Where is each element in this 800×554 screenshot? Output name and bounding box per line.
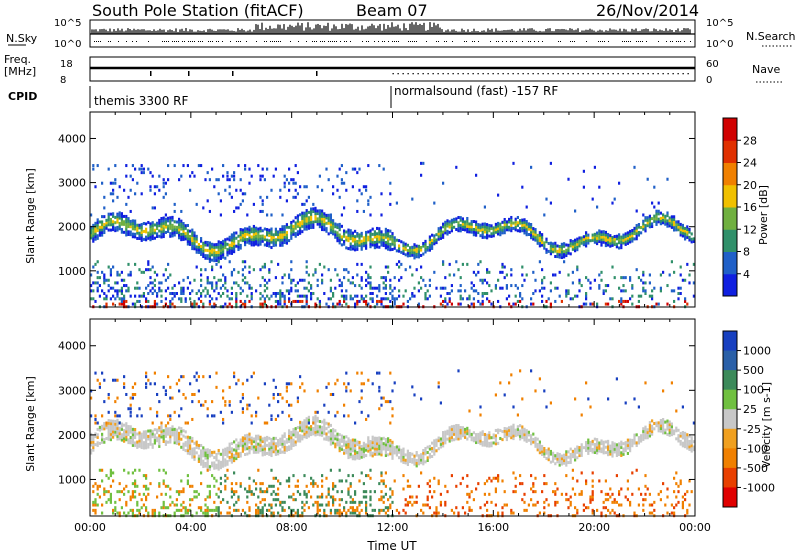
nsky-panel: N.Sky 10^5 10^0 10^5 10^0 N.Search [6,18,796,50]
nsky-label: N.Sky [6,32,38,45]
colorbar-tick: 20 [743,179,757,192]
ytick-label: 3000 [58,177,86,190]
colorbar-tick: 24 [743,157,757,170]
colorbar-swatch [723,448,737,469]
freq-panel: Freq. [MHz] 18 8 60 0 Nave [4,53,782,86]
power-ylabel: Slant Range [km] [24,168,37,264]
freq-unit-label: [MHz] [4,65,36,78]
colorbar-tick: -1000 [743,481,775,494]
velocity-colorbar-label: Velocity [m s-1] [760,382,773,468]
xtick-label: 04:00 [175,521,207,534]
colorbar-swatch [723,487,737,508]
nave-label: Nave [752,63,780,76]
colorbar-swatch [723,389,737,410]
ytick-label: 4000 [58,132,86,145]
colorbar-swatch [723,273,737,297]
xtick-label: 12:00 [377,521,409,534]
xtick-label: 00:00 [74,521,106,534]
beam-label: Beam 07 [356,1,428,20]
colorbar-swatch [723,118,737,141]
power-colorbar: 4 8 12 16 20 24 28 [722,117,757,297]
colorbar-swatch [723,409,737,430]
colorbar-tick: 16 [743,201,757,214]
velocity-colorbar: 1000 500 100 25 -25 -100 -500 -1000 [722,330,775,508]
xtick-label: 20:00 [578,521,610,534]
colorbar-tick: 500 [743,364,764,377]
freq-left-tick-top: 18 [60,59,73,70]
freq-label: Freq. [4,53,31,66]
ytick-label: 1000 [58,265,86,278]
colorbar-swatch [723,428,737,449]
power-heatmap [90,161,695,309]
xtick-label: 16:00 [477,521,509,534]
time-axis-label: Time UT [366,539,417,553]
xtick-label: 08:00 [276,521,308,534]
ytick-label: 1000 [58,473,86,486]
colorbar-swatch [723,467,737,488]
cpid-segment-themis: themis 3300 RF [94,94,188,108]
nsky-right-tick-bottom: 10^0 [706,39,733,50]
colorbar-swatch [723,370,737,391]
colorbar-tick: 100 [743,384,764,397]
cpid-label: CPID [8,90,37,103]
colorbar-tick: 1000 [743,345,771,358]
cpid-segment-normalsound: normalsound (fast) -157 RF [394,84,558,98]
nsearch-label: N.Search [746,30,796,43]
colorbar-swatch [723,229,737,252]
colorbar-tick: 28 [743,134,757,147]
xtick-label: 00:00 [679,521,711,534]
colorbar-swatch [723,140,737,163]
date-label: 26/Nov/2014 [596,1,699,20]
freq-right-tick-bottom: 0 [706,75,712,86]
ytick-label: 2000 [58,221,86,234]
velocity-ylabel: Slant Range [km] [24,376,37,472]
velocity-heatmap [90,369,695,518]
freq-right-tick-top: 60 [706,59,719,70]
colorbar-swatch [723,207,737,230]
colorbar-swatch [723,162,737,186]
colorbar-tick: 12 [743,223,757,236]
colorbar-swatch [723,251,737,275]
colorbar-swatch [723,350,737,371]
colorbar-swatch [723,331,737,352]
power-panel: Slant Range [km] 1000 2000 3000 4000 4 8 12 16… [24,111,770,309]
freq-left-tick-bottom: 8 [60,75,66,86]
cpid-panel: CPID themis 3300 RF normalsound (fast) -… [8,84,558,108]
station-title: South Pole Station (fitACF) [92,1,304,20]
nsky-left-tick-top: 10^5 [54,18,81,29]
ytick-label: 3000 [58,384,86,397]
colorbar-tick: 4 [743,268,750,281]
colorbar-tick: 8 [743,246,750,259]
nsky-right-tick-top: 10^5 [706,18,733,29]
power-colorbar-label: Power [dB] [757,185,770,245]
colorbar-tick: -25 [743,423,761,436]
velocity-panel: Slant Range [km] 1000 2000 3000 4000 00:00 0… [24,318,775,553]
colorbar-swatch [723,184,737,208]
nsky-left-tick-bottom: 10^0 [54,39,81,50]
colorbar-tick: 25 [743,403,757,416]
ytick-label: 4000 [58,340,86,353]
ytick-label: 2000 [58,429,86,442]
colorbar-tick: -500 [743,462,768,475]
colorbar-tick: -100 [743,442,768,455]
